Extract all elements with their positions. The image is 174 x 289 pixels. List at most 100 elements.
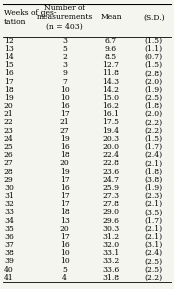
Text: 13: 13 [4,45,14,53]
Text: 9: 9 [62,69,67,77]
Text: 15: 15 [4,61,14,69]
Text: 11.8: 11.8 [102,69,120,77]
Text: 20.0: 20.0 [102,143,120,151]
Text: 32: 32 [4,200,14,208]
Text: 17: 17 [60,176,70,184]
Text: 30.3: 30.3 [102,225,120,233]
Text: 27.8: 27.8 [102,200,120,208]
Text: 20: 20 [60,159,70,167]
Text: 5: 5 [62,266,67,274]
Text: 29: 29 [4,176,14,184]
Text: 16: 16 [4,69,14,77]
Text: (2.1): (2.1) [145,200,163,208]
Text: 21: 21 [60,118,70,127]
Text: 10: 10 [60,94,70,102]
Text: 16: 16 [60,241,70,249]
Text: (1.7): (1.7) [145,143,163,151]
Text: 17: 17 [60,192,70,200]
Text: 22.4: 22.4 [102,151,120,159]
Text: 22: 22 [4,118,14,127]
Text: 9.6: 9.6 [105,45,117,53]
Text: (2.5): (2.5) [145,257,163,266]
Text: 35: 35 [4,225,14,233]
Text: 39: 39 [4,257,14,266]
Text: 29.0: 29.0 [102,208,120,216]
Text: (1.5): (1.5) [145,37,163,45]
Text: 16: 16 [60,184,70,192]
Text: 8.5: 8.5 [105,53,117,61]
Text: (2.0): (2.0) [145,78,163,86]
Text: (2.2): (2.2) [145,118,163,127]
Text: (1.8): (1.8) [145,168,163,175]
Text: 24: 24 [4,135,14,143]
Text: 40: 40 [4,266,14,274]
Text: 13: 13 [60,217,70,225]
Text: 19: 19 [4,94,14,102]
Text: 22.8: 22.8 [102,159,120,167]
Text: 41: 41 [4,274,14,282]
Text: 27: 27 [4,159,14,167]
Text: 23.6: 23.6 [102,168,120,175]
Text: (2.3): (2.3) [145,192,163,200]
Text: (2.1): (2.1) [145,225,163,233]
Text: 15.0: 15.0 [102,94,120,102]
Text: 18: 18 [60,151,70,159]
Text: 12.7: 12.7 [102,61,120,69]
Text: (1.8): (1.8) [145,102,163,110]
Text: (2.0): (2.0) [145,110,163,118]
Text: 16.1: 16.1 [102,110,120,118]
Text: (2.4): (2.4) [145,151,163,159]
Text: (2.4): (2.4) [145,249,163,257]
Text: 26: 26 [4,151,14,159]
Text: 16: 16 [60,143,70,151]
Text: 17.5: 17.5 [102,118,120,127]
Text: 25: 25 [4,143,14,151]
Text: 12: 12 [4,37,14,45]
Text: (2.8): (2.8) [145,69,163,77]
Text: 16: 16 [60,102,70,110]
Text: 27: 27 [60,127,70,135]
Text: 17: 17 [4,78,14,86]
Text: (1.1): (1.1) [145,45,163,53]
Text: 33: 33 [4,208,14,216]
Text: Weeks of ges-
tation: Weeks of ges- tation [4,9,56,26]
Text: (1.5): (1.5) [145,61,163,69]
Text: 31: 31 [4,192,14,200]
Text: 17: 17 [60,110,70,118]
Text: 27.3: 27.3 [102,192,120,200]
Text: 31.8: 31.8 [102,274,120,282]
Text: 30: 30 [4,184,14,192]
Text: 33.6: 33.6 [102,266,120,274]
Text: 25.9: 25.9 [102,184,120,192]
Text: 34: 34 [4,217,14,225]
Text: 2: 2 [62,53,67,61]
Text: 18: 18 [4,86,14,94]
Text: (2.2): (2.2) [145,274,163,282]
Text: 17: 17 [60,200,70,208]
Text: 10: 10 [60,86,70,94]
Text: 19: 19 [60,135,70,143]
Text: 10: 10 [60,257,70,266]
Text: (1.9): (1.9) [145,86,163,94]
Text: 33.1: 33.1 [102,249,120,257]
Text: (3.5): (3.5) [145,208,163,216]
Text: (2.5): (2.5) [145,94,163,102]
Text: Mean: Mean [100,14,122,21]
Text: (3.8): (3.8) [145,176,163,184]
Text: 14.2: 14.2 [102,86,120,94]
Text: (2.1): (2.1) [145,159,163,167]
Text: 21: 21 [4,110,14,118]
Text: 4: 4 [62,274,67,282]
Text: 20: 20 [4,102,14,110]
Text: 36: 36 [4,233,14,241]
Text: 3: 3 [62,61,67,69]
Text: 19.4: 19.4 [102,127,120,135]
Text: Number of
measurements
(n = 403): Number of measurements (n = 403) [37,4,93,31]
Text: (2.5): (2.5) [145,266,163,274]
Text: 20.3: 20.3 [102,135,120,143]
Text: (2.1): (2.1) [145,233,163,241]
Text: 10: 10 [60,249,70,257]
Text: 32.0: 32.0 [102,241,120,249]
Text: 23: 23 [4,127,14,135]
Text: 5: 5 [62,45,67,53]
